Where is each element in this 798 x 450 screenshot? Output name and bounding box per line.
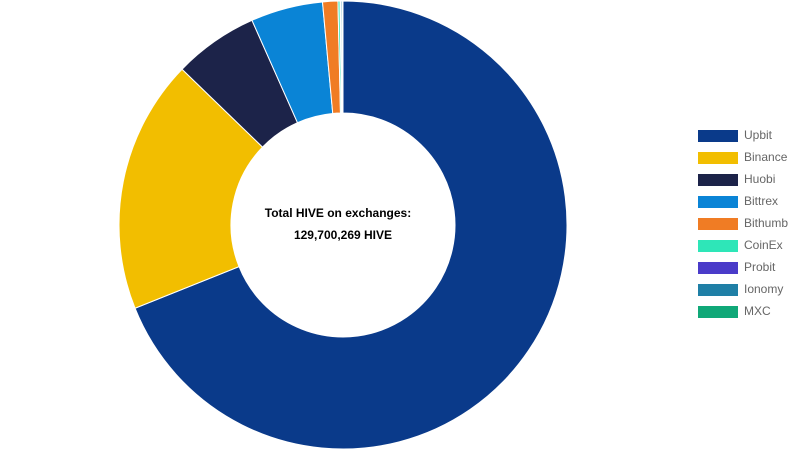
- legend-swatch: [698, 130, 738, 142]
- legend-label: Bithumb: [744, 216, 788, 230]
- legend-swatch: [698, 240, 738, 252]
- legend-label: Ionomy: [744, 282, 783, 296]
- donut-segment: [118, 68, 264, 309]
- donut-segment: [341, 0, 344, 114]
- legend-label: Binance: [744, 150, 788, 164]
- legend-swatch: [698, 306, 738, 318]
- center-label: Total HIVE on exchanges:: [265, 206, 411, 220]
- legend-swatch: [698, 174, 738, 186]
- legend-label: MXC: [744, 304, 771, 318]
- legend-label: Probit: [744, 260, 776, 274]
- donut-segment: [134, 0, 568, 450]
- legend-label: Upbit: [744, 128, 773, 142]
- legend-swatch: [698, 262, 738, 274]
- legend-label: Bittrex: [744, 194, 778, 208]
- legend-swatch: [698, 218, 738, 230]
- legend-swatch: [698, 152, 738, 164]
- center-total: 129,700,269 HIVE: [294, 228, 392, 242]
- legend-label: CoinEx: [744, 238, 783, 252]
- legend-swatch: [698, 284, 738, 296]
- legend-label: Huobi: [744, 172, 775, 186]
- legend-swatch: [698, 196, 738, 208]
